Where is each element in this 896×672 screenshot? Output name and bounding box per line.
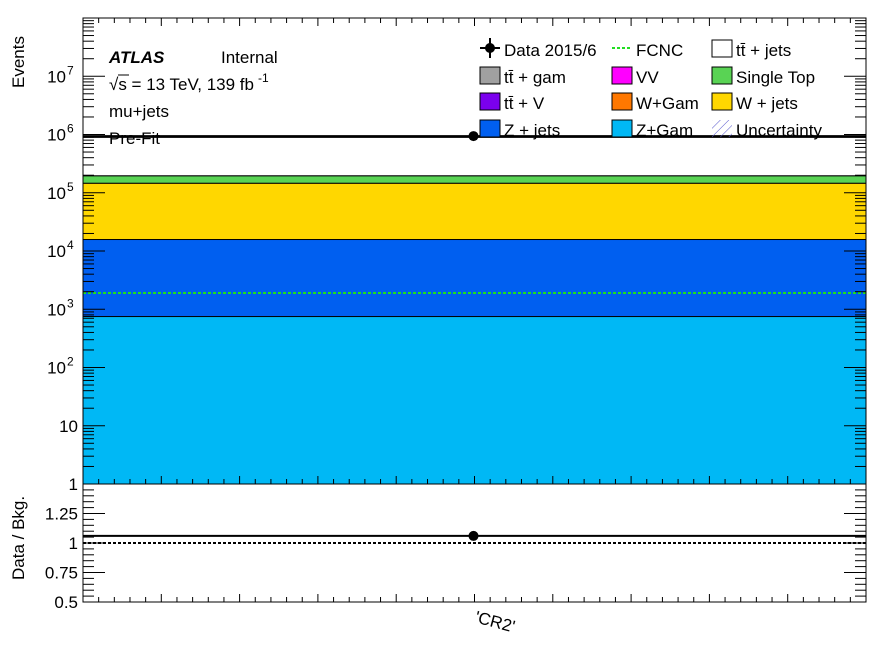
y-tick-label: 10: [47, 126, 66, 145]
y-tick-exponent: 4: [67, 238, 74, 252]
atlas-label: ATLAS: [108, 48, 165, 67]
stack-bar-z-gam: [82, 316, 867, 485]
y-tick-label: 10: [47, 300, 66, 319]
legend-swatch: [611, 119, 633, 138]
legend-swatch: [711, 92, 733, 111]
ratio-point: [468, 530, 479, 541]
legend-swatch: [711, 39, 733, 58]
y-tick-label: 10: [47, 67, 66, 86]
legend-label: Z + jets: [504, 121, 560, 140]
stack-bar-single-top: [82, 175, 867, 184]
data-point-group: [83, 131, 866, 142]
legend-entry-uncertainty: Uncertainty: [712, 120, 822, 140]
legend-swatch: [611, 66, 633, 85]
legend-label: tt̄ + gam: [504, 68, 566, 87]
ratio-y-axis: 0.5 0.75 1 1.25: [45, 483, 866, 612]
ratio-content: [83, 530, 866, 544]
legend-entry-z-jets: Z + jets: [479, 119, 560, 140]
y-tick-label: 10: [47, 184, 66, 203]
legend-label: Uncertainty: [736, 121, 822, 140]
legend-entry-tt-v: tt̄ + V: [479, 92, 545, 113]
legend-label: tt̄ + V: [504, 94, 545, 113]
ratio-panel: 0.5 0.75 1 1.25 Data / Bkg. 'CR2': [9, 483, 867, 637]
y-tick-exponent: 2: [67, 355, 74, 369]
annotations: ATLAS Internal √s = 13 TeV, 139 fb -1 mu+…: [108, 48, 278, 148]
stack-bar-w-jets: [82, 182, 867, 241]
legend-label: VV: [636, 68, 659, 87]
legend-label: tt̄ + jets: [736, 41, 791, 60]
y-tick-exponent: 3: [67, 296, 74, 310]
y-tick-exponent: 5: [67, 180, 74, 194]
y-tick-exponent: 6: [67, 122, 74, 136]
legend-entry-single-top: Single Top: [711, 66, 815, 87]
y-tick-label: 10: [47, 242, 66, 261]
internal-label: Internal: [221, 48, 278, 67]
channel-label: mu+jets: [109, 102, 169, 121]
legend-entry-z-gam: Z+Gam: [611, 119, 693, 140]
ratio-x-ticks: [82, 594, 867, 602]
ratio-y-tick-label: 0.5: [54, 593, 78, 612]
stack-bar-z-jets: [82, 239, 867, 318]
legend-label: Single Top: [736, 68, 815, 87]
legend-label: Z+Gam: [636, 121, 693, 140]
data-point: [468, 131, 479, 142]
main-y-axis-label: Events: [9, 36, 28, 88]
main-x-ticks: [82, 18, 867, 484]
legend-entry-w-jets: W + jets: [711, 92, 798, 113]
y-tick-exponent: 7: [67, 63, 74, 77]
legend-label: W+Gam: [636, 94, 699, 113]
legend-label: FCNC: [636, 41, 683, 60]
legend-entry-data-2015-6: Data 2015/6: [480, 38, 597, 60]
legend: Data 2015/6 FCNC tt̄ + jets tt̄ + gam VV Sing…: [479, 38, 822, 140]
stack-bar-tt-jets: [82, 136, 867, 177]
ratio-y-tick-label: 0.75: [45, 564, 78, 583]
y-tick-label: 10: [59, 417, 78, 436]
legend-swatch: [479, 92, 501, 111]
legend-entry-w-gam: W+Gam: [611, 92, 699, 113]
y-tick-label: 10: [47, 359, 66, 378]
ratio-y-tick-label: 1.25: [45, 505, 78, 524]
legend-swatch: [711, 66, 733, 85]
legend-label: W + jets: [736, 94, 798, 113]
x-category-label: 'CR2': [473, 608, 517, 637]
legend-label: Data 2015/6: [504, 41, 597, 60]
ratio-y-axis-label: Data / Bkg.: [9, 496, 28, 580]
legend-uncertainty-swatch: [712, 120, 732, 137]
legend-entry-vv: VV: [611, 66, 659, 87]
ratio-y-tick-label: 1: [69, 534, 78, 553]
legend-swatch: [611, 92, 633, 111]
y-tick-label: 1: [69, 475, 78, 494]
fit-label: Pre-Fit: [109, 129, 160, 148]
legend-entry-fcnc: FCNC: [612, 41, 683, 60]
legend-entry-tt-jets: tt̄ + jets: [711, 39, 791, 60]
stacked-histogram: [82, 136, 867, 485]
legend-swatch: [479, 66, 501, 85]
legend-swatch: [479, 119, 501, 138]
legend-entry-tt-gam: tt̄ + gam: [479, 66, 566, 87]
energy-lumi-label: √s = 13 TeV, 139 fb -1: [109, 71, 269, 94]
legend-data-marker: [485, 43, 495, 53]
